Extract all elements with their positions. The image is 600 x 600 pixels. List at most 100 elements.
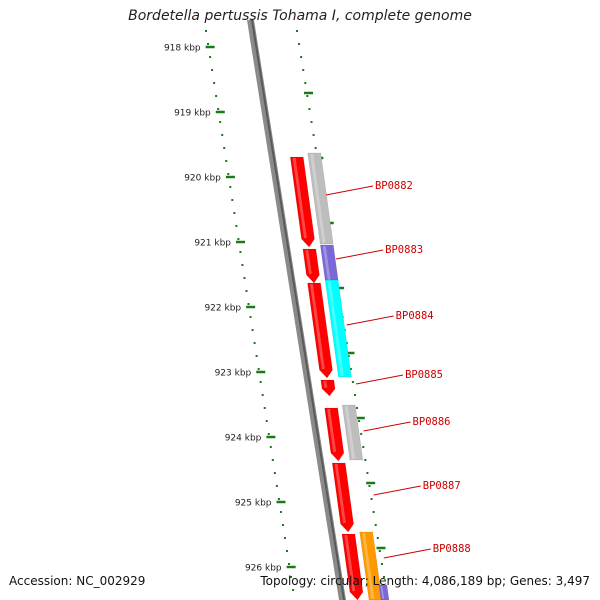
left-ruler-dot (265, 420, 268, 422)
gene-leader-line (383, 548, 431, 559)
feature-track (289, 152, 390, 600)
ruler-label: 924 kbp (225, 434, 262, 444)
ruler-label: 921 kbp (194, 239, 231, 249)
right-ruler-dot (353, 394, 356, 396)
ruler-label: 923 kbp (215, 369, 252, 379)
gene-label: BP0888 (433, 543, 471, 555)
gene-arrow (341, 533, 364, 600)
gene-arrow (331, 462, 354, 533)
right-ruler-dot (366, 472, 369, 474)
right-ruler-dot (314, 147, 317, 149)
left-ruler-dot (219, 121, 222, 123)
left-ruler-dot (292, 589, 295, 591)
ruler-label: 919 kbp (174, 109, 211, 119)
gene-leader-line (363, 421, 411, 432)
left-ruler-dot (227, 173, 230, 175)
gene-leader-line (325, 185, 374, 196)
gene-label: BP0886 (413, 416, 451, 428)
genome-summary: Topology: circular; Length: 4,086,189 bp… (260, 574, 590, 588)
left-ruler-dot (285, 550, 288, 552)
left-ruler-dot (279, 511, 282, 513)
left-ruler-dot (225, 160, 228, 162)
left-ruler-dot (241, 264, 244, 266)
right-ruler-dot (372, 511, 375, 513)
left-ruler-dot (290, 576, 293, 578)
left-ruler-dot (223, 147, 226, 149)
left-ruler-dot (235, 225, 238, 227)
gene-leader-line (355, 374, 404, 385)
right-ruler-dot (296, 30, 298, 32)
feature-bar-highlight (362, 532, 375, 600)
ruler-label: 922 kbp (204, 304, 241, 314)
gene-arrow-highlight (344, 534, 356, 592)
right-ruler-dot (364, 459, 367, 461)
left-ruler-dot (283, 537, 286, 539)
gene-label: BP0883 (385, 244, 423, 256)
gene-arrow-highlight (305, 249, 312, 275)
left-ruler-dot (247, 303, 250, 305)
gene-arrow (324, 407, 345, 462)
left-ruler-dot (231, 199, 234, 201)
gene-arrow (302, 248, 320, 284)
feature-bar (307, 152, 334, 245)
ruler-tracks: 918 kbp 919 kbp 920 kbp 921 kbp 922 kbp 923 k… (164, 30, 388, 591)
right-ruler-dot (370, 498, 373, 500)
right-ruler-dot (382, 576, 385, 578)
right-ruler-dot (368, 485, 371, 487)
left-ruler-dot (237, 238, 240, 240)
right-ruler-dot (356, 407, 359, 409)
left-ruler-dot (273, 472, 276, 474)
left-ruler-dot (261, 394, 264, 396)
left-ruler-dot (275, 485, 278, 487)
gene-label: BP0882 (375, 180, 413, 192)
feature-bar-highlight (310, 153, 326, 244)
left-ruler-dot (263, 407, 266, 409)
right-ruler-dot (304, 82, 307, 84)
left-ruler-dot (233, 212, 236, 214)
left-ruler-dot (271, 459, 274, 461)
accession-text: Accession: NC_002929 (9, 574, 146, 588)
left-ruler-dot (239, 251, 242, 253)
left-ruler-dot (267, 433, 270, 435)
left-ruler-dot (229, 186, 232, 188)
left-ruler-dot (211, 69, 214, 71)
right-ruler-dot (351, 381, 354, 383)
right-ruler-dot (358, 420, 361, 422)
backbone-shade (251, 20, 345, 600)
feature-bar (359, 531, 383, 600)
right-ruler-dot (362, 446, 365, 448)
feature-bar (324, 279, 352, 378)
right-ruler-dot (360, 433, 363, 435)
left-ruler-dot (205, 30, 207, 32)
right-ruler-dot (374, 524, 377, 526)
left-ruler-dot (281, 524, 284, 526)
feature-bar (320, 244, 339, 282)
right-ruler-dot (302, 69, 305, 71)
feature-bar-highlight (322, 245, 331, 281)
right-ruler-dot (378, 550, 381, 552)
right-ruler-dot (308, 108, 311, 110)
left-ruler-dot (243, 277, 246, 279)
gene-arrow-highlight (323, 380, 328, 389)
gene-arrow (307, 282, 333, 379)
left-ruler-dot (259, 381, 262, 383)
right-ruler-dot (298, 43, 301, 45)
gene-labels: BP0882 BP0883 BP0884 BP0885 BP0886 BP0887 BP08… (325, 180, 471, 559)
feature-bar-highlight (344, 405, 356, 460)
left-ruler-dot (257, 368, 260, 370)
left-ruler-dot (245, 290, 248, 292)
gene-arrow-highlight (327, 408, 337, 453)
gene-label: BP0885 (405, 369, 443, 381)
right-ruler-dot (376, 537, 379, 539)
right-ruler-dot (312, 134, 315, 136)
backbone (247, 20, 346, 600)
left-ruler-dot (249, 316, 252, 318)
left-ruler-dot (288, 563, 291, 565)
right-ruler-dot (347, 355, 350, 357)
right-ruler-dot (306, 95, 309, 97)
right-ruler-dot (310, 121, 313, 123)
gene-arrow (320, 379, 336, 397)
ruler-label: 926 kbp (245, 564, 282, 574)
map-title: Bordetella pertussis Tohama I, complete … (128, 8, 472, 24)
